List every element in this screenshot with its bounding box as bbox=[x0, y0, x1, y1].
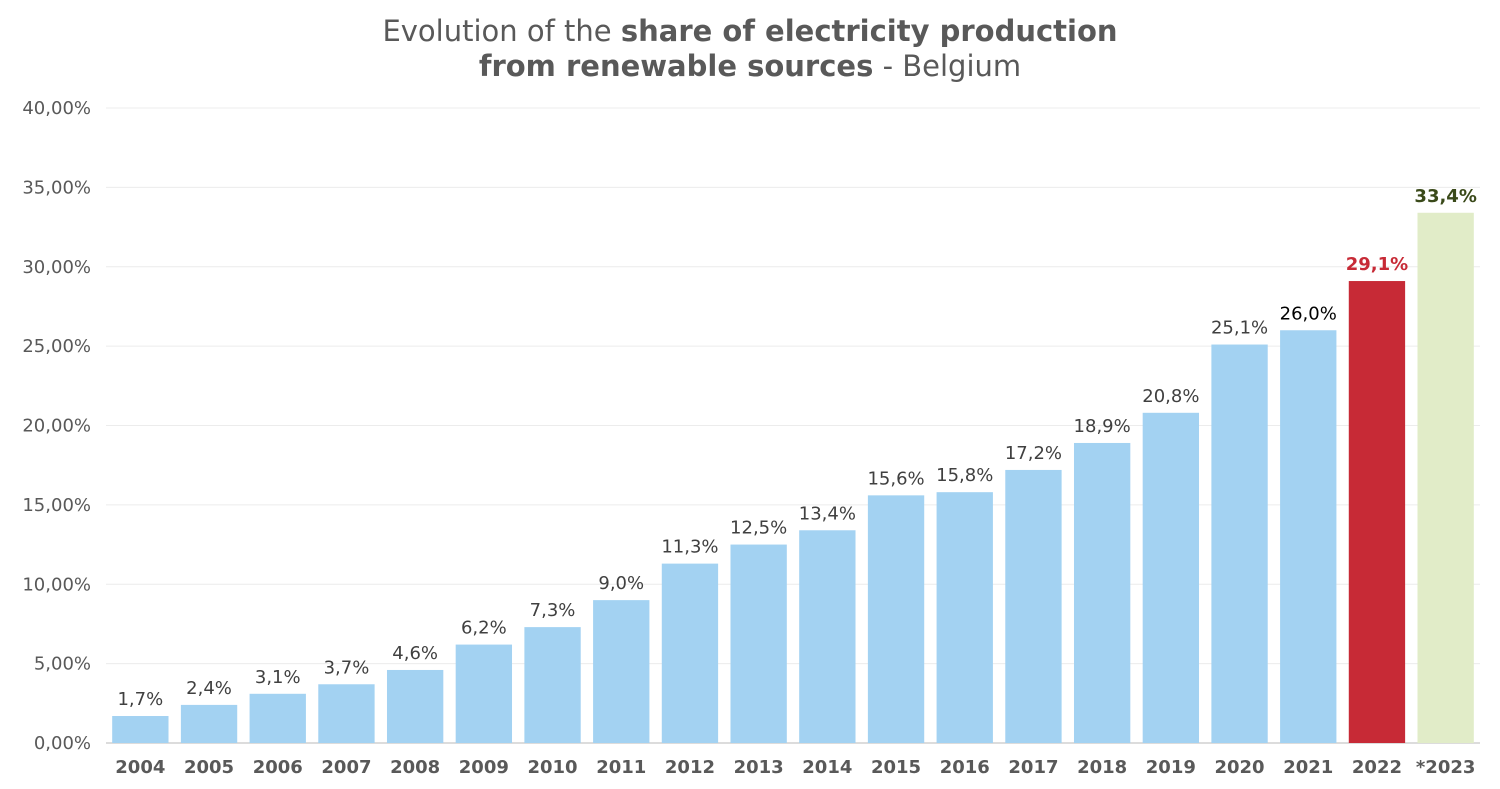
data-label: 2,4% bbox=[186, 678, 232, 699]
data-label: 29,1% bbox=[1346, 254, 1408, 275]
y-tick-label: 0,00% bbox=[34, 733, 91, 754]
bar bbox=[318, 684, 375, 743]
data-label: 3,1% bbox=[255, 667, 301, 688]
bar bbox=[249, 693, 306, 743]
x-tick-label: 2013 bbox=[734, 757, 784, 778]
bar bbox=[730, 544, 787, 743]
x-tick-label: 2012 bbox=[665, 757, 715, 778]
data-label: 17,2% bbox=[1005, 443, 1062, 464]
data-label: 15,8% bbox=[936, 465, 993, 486]
title-line-1: Evolution of the share of electricity pr… bbox=[0, 14, 1500, 49]
data-label: 6,2% bbox=[461, 618, 507, 639]
y-tick-label: 10,00% bbox=[22, 574, 91, 595]
data-label: 26,0% bbox=[1280, 303, 1337, 324]
title-part-3: from renewable sources bbox=[478, 49, 874, 83]
bar bbox=[1280, 330, 1337, 743]
x-tick-label: 2018 bbox=[1077, 757, 1127, 778]
title-part-1: Evolution of the bbox=[382, 14, 621, 48]
x-tick-label: 2004 bbox=[115, 757, 165, 778]
y-tick-label: 30,00% bbox=[22, 257, 91, 278]
bar bbox=[661, 563, 719, 743]
bar bbox=[1142, 412, 1200, 743]
data-label: 20,8% bbox=[1142, 386, 1199, 407]
x-tick-label: 2016 bbox=[940, 757, 990, 778]
y-axis: 0,00% 5,00% 10,00% 15,00% 20,00% 25,00% 30,00%… bbox=[22, 98, 91, 754]
x-tick-label: 2015 bbox=[871, 757, 921, 778]
y-tick-label: 25,00% bbox=[22, 336, 91, 357]
x-tick-label: 2020 bbox=[1214, 757, 1264, 778]
x-tick-label: 2022 bbox=[1352, 757, 1402, 778]
bar bbox=[524, 627, 581, 743]
bar bbox=[867, 495, 925, 743]
bar bbox=[1348, 281, 1406, 743]
y-tick-label: 20,00% bbox=[22, 416, 91, 437]
data-label: 12,5% bbox=[730, 518, 787, 539]
y-tick-label: 5,00% bbox=[34, 654, 91, 675]
x-tick-label: 2005 bbox=[184, 757, 234, 778]
bar bbox=[112, 716, 169, 743]
x-tick-label: 2007 bbox=[321, 757, 371, 778]
data-label: 11,3% bbox=[661, 537, 718, 558]
x-tick-label: 2010 bbox=[527, 757, 577, 778]
bar bbox=[799, 530, 856, 743]
x-axis: 2004 2005 2006 2007 2008 2009 2010 2011 2012 2013… bbox=[115, 757, 1475, 778]
gridlines bbox=[106, 107, 1480, 744]
bar bbox=[180, 704, 238, 743]
bar bbox=[1417, 212, 1474, 743]
y-tick-label: 40,00% bbox=[22, 98, 91, 119]
y-tick-label: 15,00% bbox=[22, 495, 91, 516]
bar bbox=[1005, 469, 1062, 743]
data-label: 33,4% bbox=[1414, 186, 1476, 207]
x-tick-label: 2009 bbox=[459, 757, 509, 778]
data-label: 7,3% bbox=[530, 600, 576, 621]
bar bbox=[1211, 344, 1268, 743]
title-part-4: - Belgium bbox=[873, 49, 1022, 83]
data-label: 25,1% bbox=[1211, 318, 1268, 339]
x-tick-label: 2011 bbox=[596, 757, 646, 778]
bar bbox=[593, 600, 650, 743]
data-label: 4,6% bbox=[392, 643, 438, 664]
data-label: 9,0% bbox=[598, 573, 644, 594]
x-tick-label: 2014 bbox=[802, 757, 852, 778]
y-tick-label: 35,00% bbox=[22, 177, 91, 198]
data-labels: 1,7% 2,4% 3,1% 3,7% 4,6% 6,2% 7,3% 9,0% 11,3% 12,… bbox=[117, 186, 1476, 710]
data-label: 13,4% bbox=[799, 503, 856, 524]
x-tick-label: 2021 bbox=[1283, 757, 1333, 778]
data-label: 1,7% bbox=[117, 689, 163, 710]
data-label: 3,7% bbox=[324, 657, 370, 678]
x-tick-label: 2019 bbox=[1146, 757, 1196, 778]
bar bbox=[936, 492, 993, 743]
bar bbox=[386, 669, 444, 743]
bar bbox=[455, 644, 513, 743]
x-tick-label: 2006 bbox=[253, 757, 303, 778]
data-label: 15,6% bbox=[867, 468, 924, 489]
title-line-2: from renewable sources - Belgium bbox=[0, 49, 1500, 84]
title-part-2: share of electricity production bbox=[620, 14, 1118, 48]
x-tick-label: 2008 bbox=[390, 757, 440, 778]
x-tick-label: *2023 bbox=[1416, 757, 1476, 778]
x-tick-label: 2017 bbox=[1008, 757, 1058, 778]
data-label: 18,9% bbox=[1074, 416, 1131, 437]
bars bbox=[112, 212, 1474, 743]
bar bbox=[1073, 442, 1131, 743]
chart-title: Evolution of the share of electricity pr… bbox=[0, 14, 1500, 84]
